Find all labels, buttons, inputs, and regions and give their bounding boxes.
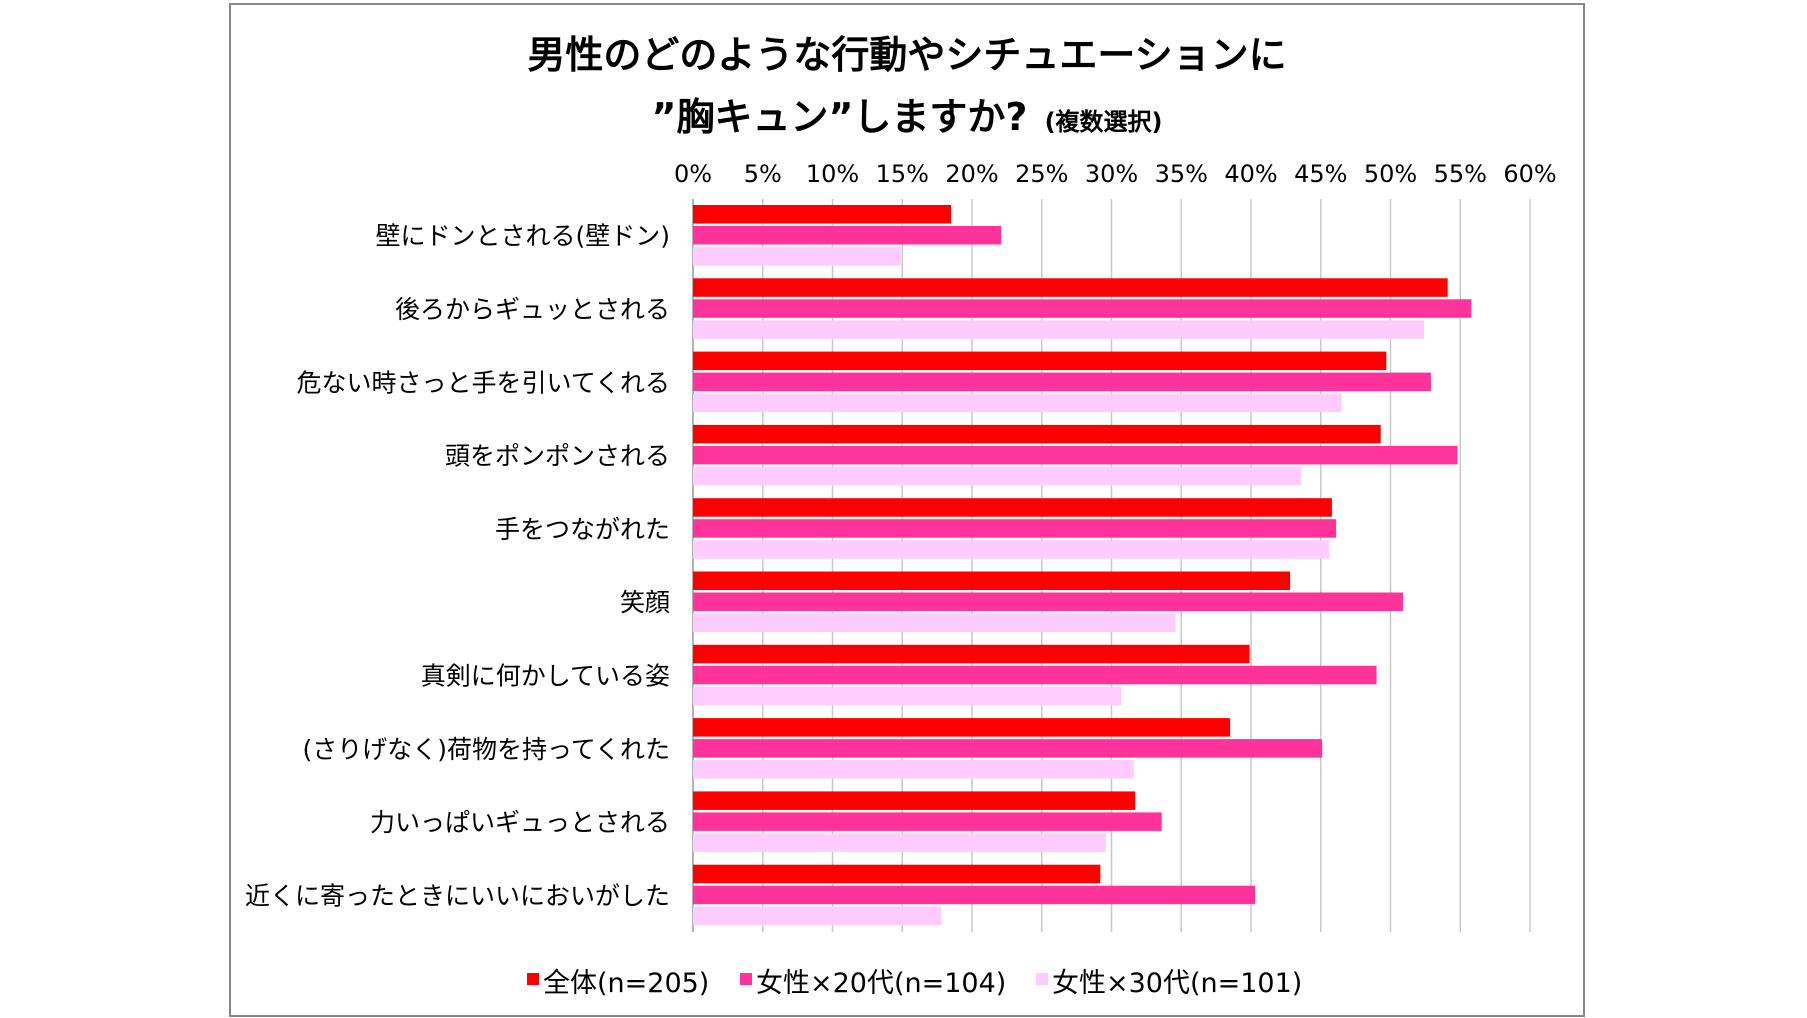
bar-1 bbox=[693, 424, 1381, 444]
x-tick-label: 45% bbox=[1294, 160, 1347, 188]
category-label: 笑顔 bbox=[620, 588, 670, 617]
bar-1 bbox=[693, 864, 1101, 884]
bar-1 bbox=[693, 205, 952, 224]
bar-1 bbox=[693, 791, 1136, 810]
bar-2 bbox=[693, 519, 1337, 538]
category-label: 力いっぱいギュっとされる bbox=[370, 808, 670, 837]
legend-swatch-3 bbox=[1036, 973, 1048, 985]
category-label: 頭をポンポンされる bbox=[445, 442, 670, 471]
bar-1 bbox=[693, 498, 1332, 517]
x-tick-label: 55% bbox=[1434, 160, 1487, 188]
chart-title-line2: ”胸キュン”しますか? (複数選択) bbox=[651, 95, 1162, 139]
bar-3 bbox=[693, 466, 1302, 486]
bar-3 bbox=[693, 247, 901, 266]
x-tick-label: 15% bbox=[876, 160, 929, 188]
bar-2 bbox=[693, 372, 1431, 392]
bar-2 bbox=[693, 812, 1162, 831]
bar-2 bbox=[693, 885, 1256, 905]
legend-label: 全体(n=205) bbox=[543, 968, 709, 999]
bar-1 bbox=[693, 278, 1448, 297]
bar-3 bbox=[693, 393, 1342, 413]
category-label: 手をつながれた bbox=[495, 515, 670, 544]
bar-3 bbox=[693, 686, 1122, 706]
bar-2 bbox=[693, 739, 1323, 758]
chart-title: 男性のどのような行動やシチュエーションに bbox=[527, 33, 1286, 77]
bar-3 bbox=[693, 540, 1330, 559]
x-tick-label: 40% bbox=[1224, 160, 1277, 188]
x-tick-label: 0% bbox=[674, 160, 712, 188]
bar-1 bbox=[693, 644, 1250, 664]
category-label: 近くに寄ったときにいいにおいがした bbox=[245, 881, 670, 910]
x-tick-label: 5% bbox=[744, 160, 782, 188]
legend-label: 女性×30代(n=101) bbox=[1052, 968, 1302, 999]
x-tick-label: 35% bbox=[1155, 160, 1208, 188]
x-tick-label: 30% bbox=[1085, 160, 1138, 188]
bar-3 bbox=[693, 320, 1424, 339]
category-label: 後ろからギュッとされる bbox=[395, 295, 670, 324]
category-label: 真剣に何かしている姿 bbox=[421, 661, 670, 690]
bar-3 bbox=[693, 906, 942, 926]
x-tick-label: 50% bbox=[1364, 160, 1417, 188]
category-label: 壁にドンとされる(壁ドン) bbox=[375, 222, 670, 251]
bar-2 bbox=[693, 445, 1458, 465]
x-tick-label: 25% bbox=[1015, 160, 1068, 188]
bar-2 bbox=[693, 665, 1377, 685]
bar-3 bbox=[693, 613, 1176, 632]
bar-1 bbox=[693, 718, 1231, 737]
bar-2 bbox=[693, 592, 1404, 611]
bar-1 bbox=[693, 351, 1387, 371]
bar-2 bbox=[693, 226, 1002, 245]
bar-1 bbox=[693, 571, 1291, 590]
legend-label: 女性×20代(n=104) bbox=[756, 968, 1006, 999]
category-label: (さりげなく)荷物を持ってくれた bbox=[302, 735, 670, 764]
x-tick-label: 20% bbox=[945, 160, 998, 188]
chart-subtitle: (複数選択) bbox=[1045, 108, 1163, 136]
bar-3 bbox=[693, 760, 1134, 779]
bar-3 bbox=[693, 833, 1106, 852]
bar-2 bbox=[693, 299, 1472, 318]
category-label: 危ない時さっと手を引いてくれる bbox=[296, 368, 670, 397]
x-tick-label: 10% bbox=[806, 160, 859, 188]
legend-swatch-2 bbox=[740, 973, 752, 985]
x-tick-label: 60% bbox=[1503, 160, 1556, 188]
legend-swatch-1 bbox=[527, 973, 539, 985]
chart-title-2: ”胸キュン”しますか? bbox=[651, 95, 1027, 139]
